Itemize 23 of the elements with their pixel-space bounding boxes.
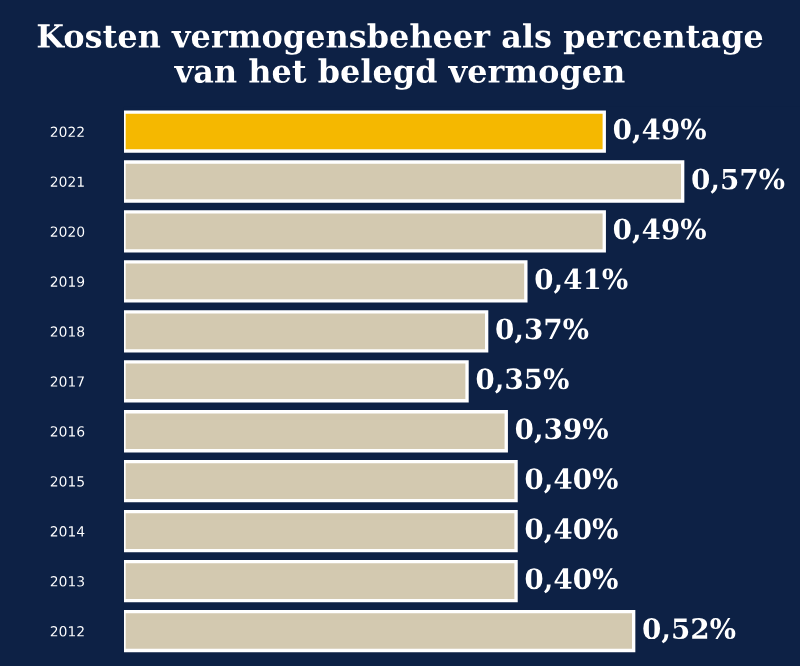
bar [124, 160, 685, 203]
data-label: 0,40% [525, 468, 618, 494]
data-label: 0,41% [535, 268, 628, 294]
data-label: 0,40% [525, 568, 618, 594]
bar [124, 410, 508, 453]
bar [124, 609, 636, 653]
bar [124, 310, 489, 353]
data-label: 0,39% [515, 418, 608, 444]
data-label: 0,35% [476, 368, 569, 394]
data-label: 0,49% [613, 118, 706, 144]
bar [124, 110, 606, 153]
bar [124, 210, 606, 253]
bar [124, 260, 528, 303]
chart-title: Kosten vermogensbeheer als percentage van het belegd vermogen [37, 23, 763, 90]
data-label: 0,52% [643, 618, 736, 644]
bar [124, 509, 518, 553]
bar [124, 559, 518, 603]
bar [124, 460, 518, 503]
data-label: 0,57% [692, 168, 785, 194]
data-label: 0,49% [613, 218, 706, 244]
bar [124, 360, 469, 403]
data-label: 0,40% [525, 518, 618, 544]
data-label: 0,37% [496, 318, 589, 344]
